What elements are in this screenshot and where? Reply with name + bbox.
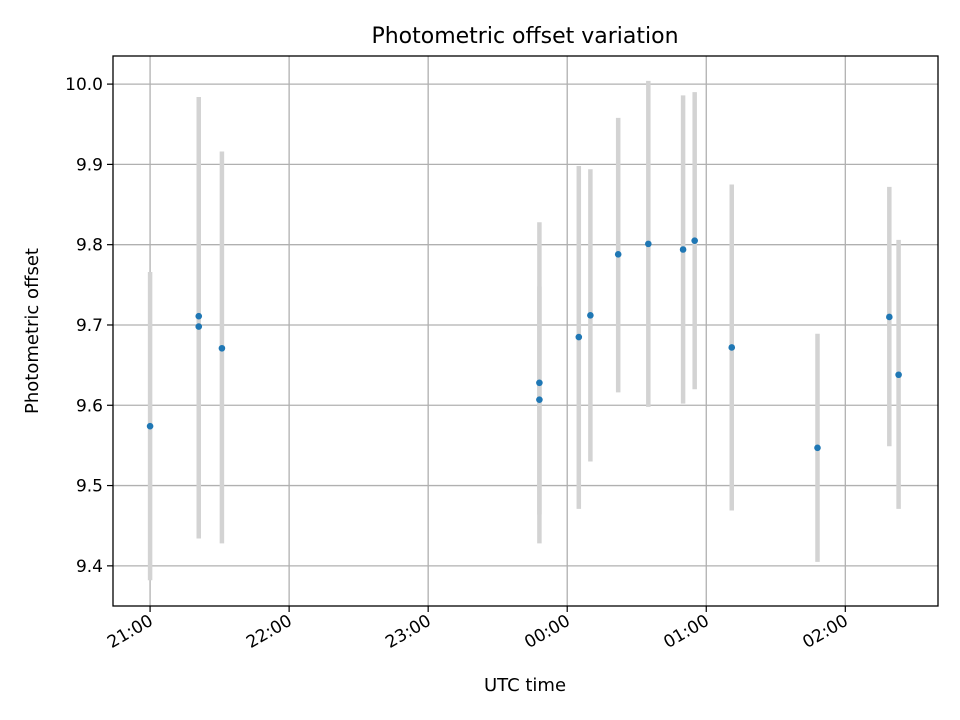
grid-lines: [113, 56, 938, 606]
error-bars: [147, 80, 901, 581]
data-point: [575, 333, 583, 341]
x-tick-label: 01:00: [660, 611, 712, 653]
data-point: [895, 371, 902, 379]
y-axis-ticks: 9.4 9.5 9.6 9.7 9.8 9.9 10.0: [65, 75, 113, 577]
data-point: [218, 344, 226, 352]
x-tick-label: 21:00: [104, 611, 156, 653]
plot-frame: [112, 55, 939, 607]
data-point: [195, 312, 203, 320]
data-point: [587, 312, 594, 319]
x-tick-label: 23:00: [382, 611, 434, 653]
x-tick-label: 22:00: [243, 611, 295, 653]
data-point: [536, 396, 543, 403]
y-tick-label: 10.0: [65, 75, 103, 95]
y-axis-title: Photometric offset: [22, 248, 43, 414]
data-point: [691, 237, 698, 244]
y-tick-label: 9.4: [76, 557, 103, 577]
data-points: [146, 237, 902, 452]
data-point: [146, 422, 154, 430]
y-tick-label: 9.6: [76, 396, 103, 416]
data-point: [728, 344, 736, 351]
chart-title: Photometric offset variation: [371, 24, 678, 49]
x-tick-label: 00:00: [521, 611, 573, 653]
x-axis-title: UTC time: [484, 675, 566, 696]
x-tick-label: 02:00: [799, 611, 851, 653]
data-point: [814, 444, 821, 452]
data-point: [645, 240, 652, 248]
data-point: [679, 246, 687, 253]
x-axis-ticks: 21:00 22:00 23:00 00:00 01:00 02:00: [104, 606, 852, 653]
data-point: [886, 313, 893, 321]
y-tick-label: 9.5: [76, 477, 103, 497]
y-tick-label: 9.8: [76, 236, 103, 256]
data-point: [195, 323, 203, 330]
y-tick-label: 9.7: [76, 316, 103, 336]
y-tick-label: 9.9: [76, 155, 103, 175]
data-point: [614, 251, 622, 258]
data-point: [536, 379, 543, 387]
